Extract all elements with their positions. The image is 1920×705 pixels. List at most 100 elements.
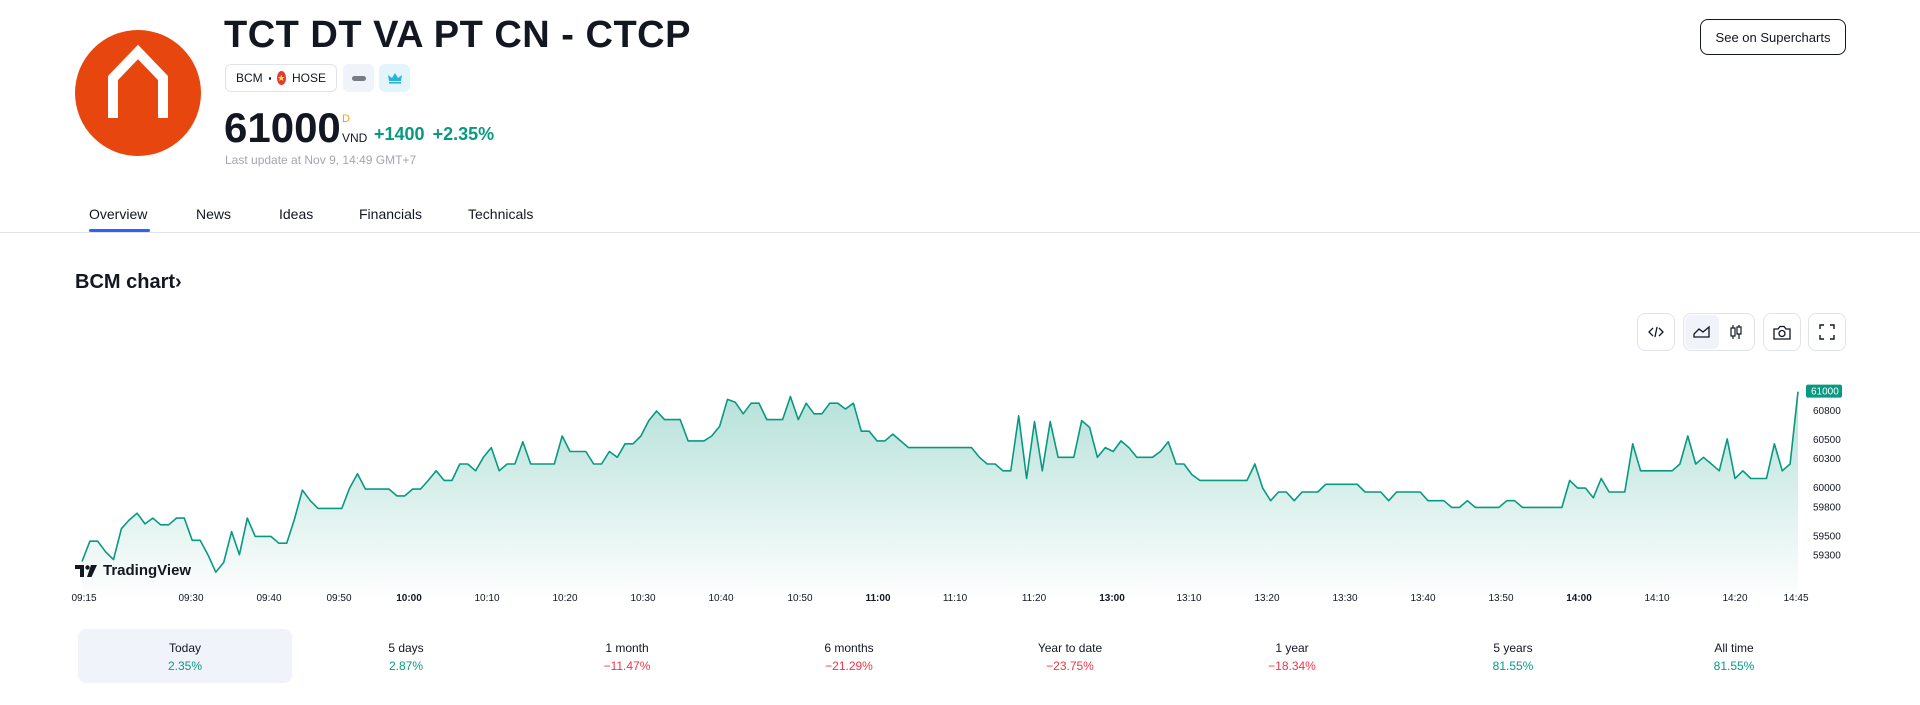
period-change: −21.29% bbox=[825, 659, 873, 673]
area-style-button[interactable] bbox=[1685, 315, 1719, 349]
period-label: All time bbox=[1714, 641, 1754, 655]
period-change: 2.87% bbox=[388, 659, 424, 673]
tab-overview[interactable]: Overview bbox=[89, 206, 148, 222]
see-on-supercharts-button[interactable]: See on Supercharts bbox=[1700, 19, 1846, 55]
camera-icon bbox=[1773, 325, 1791, 340]
x-tick-label: 14:10 bbox=[1644, 593, 1669, 604]
exchange-label: HOSE bbox=[291, 71, 326, 85]
tradingview-logo-icon bbox=[75, 564, 97, 577]
period-label: Year to date bbox=[1037, 641, 1103, 655]
period-change: 2.35% bbox=[167, 659, 203, 673]
ticker-label: BCM bbox=[236, 71, 263, 85]
period-1-year[interactable]: 1 year −18.34% bbox=[1185, 629, 1399, 683]
period-all-time[interactable]: All time 81.55% bbox=[1627, 629, 1841, 683]
current-price: 61000 bbox=[224, 104, 341, 151]
chart-style-toggle[interactable] bbox=[1683, 313, 1755, 351]
x-tick-label: 13:50 bbox=[1488, 593, 1513, 604]
x-tick-label: 13:20 bbox=[1254, 593, 1279, 604]
minus-icon bbox=[351, 75, 366, 81]
x-tick-label: 13:40 bbox=[1410, 593, 1435, 604]
x-tick-label: 14:20 bbox=[1722, 593, 1747, 604]
chart-title: BCM chart bbox=[75, 271, 176, 293]
x-tick-label: 10:30 bbox=[630, 593, 655, 604]
period-6-months[interactable]: 6 months −21.29% bbox=[742, 629, 956, 683]
tab-news[interactable]: News bbox=[196, 206, 232, 222]
separator-dot bbox=[268, 76, 271, 80]
active-tab-indicator bbox=[89, 229, 150, 232]
y-tick-label: 59500 bbox=[1813, 531, 1841, 542]
house-logo-icon bbox=[108, 44, 168, 118]
tradingview-label: TradingView bbox=[103, 562, 192, 579]
change-absolute: +1400 bbox=[374, 124, 425, 144]
embed-code-icon bbox=[1648, 326, 1664, 338]
period-label: 5 days bbox=[388, 641, 424, 655]
x-tick-label: 13:00 bbox=[1099, 593, 1125, 604]
period-1-month[interactable]: 1 month −11.47% bbox=[520, 629, 734, 683]
snapshot-button[interactable] bbox=[1763, 313, 1801, 351]
period-change: 81.55% bbox=[1713, 659, 1755, 673]
period-change: 81.55% bbox=[1492, 659, 1534, 673]
minus-chip[interactable] bbox=[343, 64, 374, 92]
period-change: −23.75% bbox=[1046, 659, 1094, 673]
candles-style-button[interactable] bbox=[1719, 315, 1753, 349]
embed-button[interactable] bbox=[1637, 313, 1675, 351]
x-tick-label: 11:00 bbox=[865, 593, 890, 604]
x-tick-label: 11:10 bbox=[943, 593, 968, 604]
period-5-days[interactable]: 5 days 2.87% bbox=[299, 629, 513, 683]
tab-technicals[interactable]: Technicals bbox=[468, 206, 534, 222]
y-tick-label: 60500 bbox=[1813, 435, 1841, 446]
area-chart-icon bbox=[1693, 325, 1710, 338]
x-tick-label: 10:40 bbox=[708, 593, 733, 604]
price-chart[interactable]: 60800 60500 60300 60000 59800 59500 59300 61000… bbox=[0, 360, 1920, 610]
chevron-right-icon: › bbox=[175, 271, 182, 293]
price-area bbox=[82, 391, 1798, 600]
period-year-to-date[interactable]: Year to date −23.75% bbox=[963, 629, 1177, 683]
vietnam-flag-icon: ★ bbox=[276, 71, 286, 85]
crown-icon bbox=[387, 73, 402, 84]
price-marker: D bbox=[342, 113, 350, 125]
fullscreen-icon bbox=[1819, 324, 1835, 340]
y-tick-label: 60000 bbox=[1813, 483, 1841, 494]
y-tick-label: 60300 bbox=[1813, 454, 1841, 465]
y-tick-label: 60800 bbox=[1813, 406, 1841, 417]
x-tick-label: 11:20 bbox=[1022, 593, 1047, 604]
price-change: +1400 +2.35% bbox=[374, 124, 502, 145]
tabs-divider bbox=[0, 232, 1920, 233]
chart-title-link[interactable]: BCM chart› bbox=[75, 271, 182, 294]
x-tick-label: 13:30 bbox=[1332, 593, 1357, 604]
company-name: TCT DT VA PT CN - CTCP bbox=[224, 14, 691, 56]
period-label: 6 months bbox=[824, 641, 874, 655]
tab-ideas[interactable]: Ideas bbox=[279, 206, 314, 222]
period-label: 5 years bbox=[1493, 641, 1533, 655]
period-label: Today bbox=[168, 641, 202, 655]
period-label: 1 year bbox=[1275, 641, 1309, 655]
period-today[interactable]: Today 2.35% bbox=[78, 629, 292, 683]
last-update: Last update at Nov 9, 14:49 GMT+7 bbox=[225, 153, 417, 167]
x-tick-label: 09:40 bbox=[256, 593, 281, 604]
tradingview-watermark[interactable]: TradingView bbox=[75, 562, 191, 579]
x-tick-label: 10:10 bbox=[474, 593, 499, 604]
x-tick-label: 10:00 bbox=[396, 593, 422, 604]
candles-icon bbox=[1730, 325, 1742, 339]
period-change: −11.47% bbox=[603, 659, 651, 673]
x-tick-label: 09:50 bbox=[326, 593, 351, 604]
x-tick-label: 13:10 bbox=[1176, 593, 1201, 604]
tab-financials[interactable]: Financials bbox=[359, 206, 423, 222]
last-price-label: 61000 bbox=[1811, 387, 1839, 398]
x-tick-label: 14:45 bbox=[1783, 593, 1808, 604]
period-5-years[interactable]: 5 years 81.55% bbox=[1406, 629, 1620, 683]
fullscreen-button[interactable] bbox=[1808, 313, 1846, 351]
x-tick-label: 09:15 bbox=[71, 593, 96, 604]
y-tick-label: 59800 bbox=[1813, 502, 1841, 513]
price-line bbox=[81, 391, 1799, 573]
last-price-badge bbox=[1806, 384, 1842, 398]
period-label: 1 month bbox=[605, 641, 649, 655]
period-change: −18.34% bbox=[1268, 659, 1316, 673]
x-tick-label: 09:30 bbox=[178, 593, 203, 604]
crown-chip[interactable] bbox=[379, 64, 410, 92]
y-tick-label: 59300 bbox=[1813, 551, 1841, 562]
x-tick-label: 10:50 bbox=[787, 593, 812, 604]
change-percent: +2.35% bbox=[432, 124, 495, 144]
price-currency: VND bbox=[342, 131, 368, 145]
exchange-chip[interactable]: BCM ★ HOSE bbox=[225, 64, 337, 92]
